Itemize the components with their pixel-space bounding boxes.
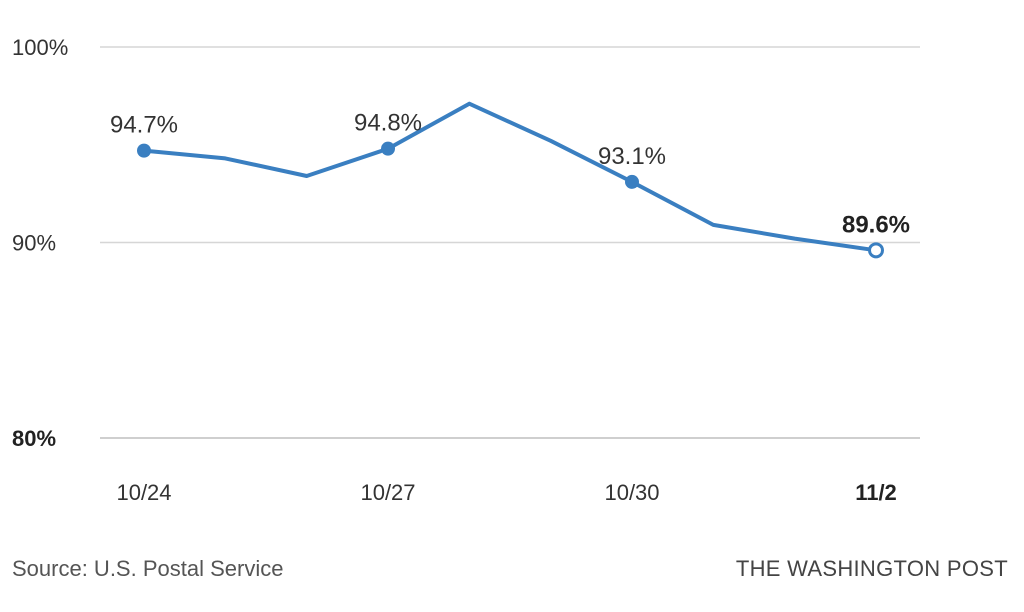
data-label: 94.8% — [354, 110, 422, 137]
y-tick-label: 100% — [12, 35, 68, 60]
data-label: 93.1% — [598, 143, 666, 170]
y-tick-label: 80% — [12, 426, 56, 451]
line-chart: 80% 90% 100% 10/24 10/27 10/30 11/2 94.7% 94.8… — [12, 35, 920, 505]
x-tick-label: 10/24 — [116, 480, 171, 505]
data-labels: 94.7% 94.8% 93.1% 89.6% — [110, 110, 910, 239]
y-axis: 80% 90% 100% — [12, 35, 68, 451]
data-label: 94.7% — [110, 112, 178, 139]
x-axis: 10/24 10/27 10/30 11/2 — [116, 480, 896, 505]
data-point-marker — [625, 174, 639, 189]
x-tick-label: 10/27 — [360, 480, 415, 505]
data-label: 89.6% — [842, 211, 910, 238]
data-point-marker — [868, 242, 884, 259]
series-line — [142, 101, 878, 253]
data-point-marker — [137, 143, 151, 158]
y-tick-label: 90% — [12, 231, 56, 256]
data-point-marker — [381, 141, 395, 156]
series-line-path — [142, 101, 878, 253]
publisher-credit: THE WASHINGTON POST — [735, 556, 1008, 581]
x-tick-label: 10/30 — [604, 480, 659, 505]
gridlines — [100, 46, 920, 439]
x-tick-label: 11/2 — [855, 480, 897, 505]
data-points — [137, 141, 884, 259]
source-note: Source: U.S. Postal Service — [12, 556, 284, 581]
